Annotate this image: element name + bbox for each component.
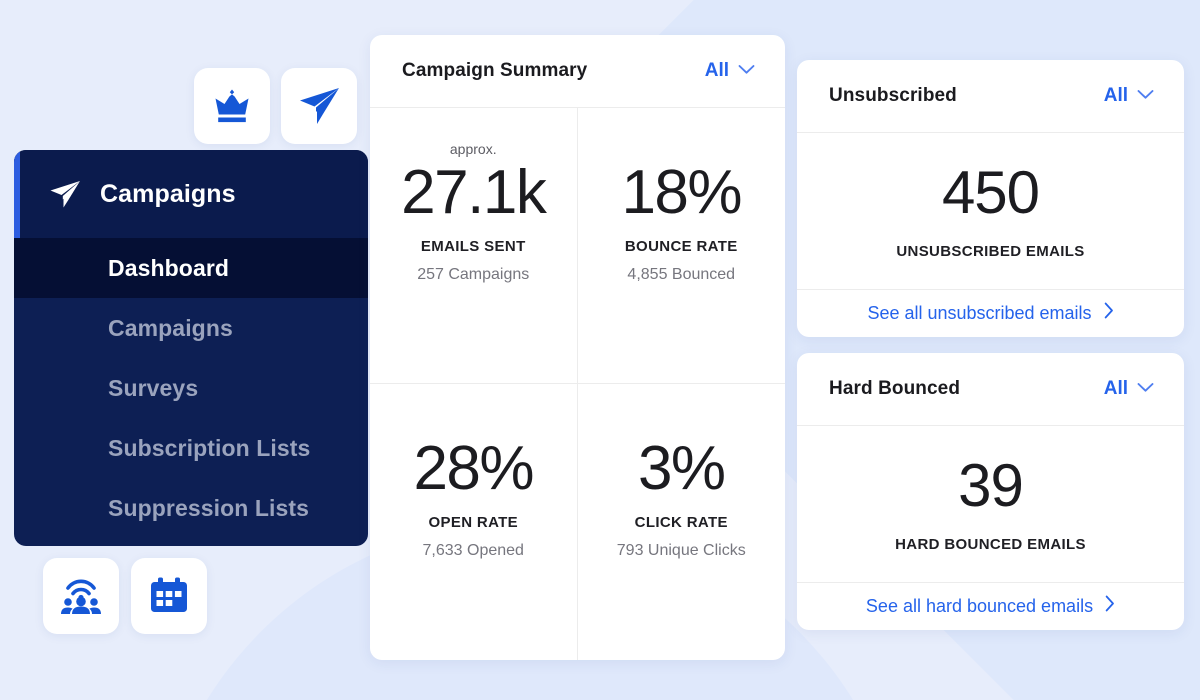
- metric-value: 27.1k: [401, 158, 547, 227]
- campaign-summary-filter-dropdown[interactable]: All: [705, 60, 755, 82]
- unsubscribed-label: UNSUBSCRIBED EMAILS: [896, 242, 1085, 260]
- hard-bounced-filter-dropdown[interactable]: All: [1104, 378, 1154, 400]
- see-all-hard-bounced-emails-link[interactable]: See all hard bounced emails: [797, 583, 1184, 629]
- campaign-summary-header: Campaign Summary All: [370, 35, 785, 108]
- sidebar-item-dashboard[interactable]: Dashboard: [14, 238, 368, 298]
- sidebar-item-label: Subscription Lists: [108, 434, 311, 461]
- metric-approx-label: approx.: [449, 141, 497, 157]
- metric-label: CLICK RATE: [634, 514, 728, 532]
- metric-value: 28%: [413, 434, 534, 503]
- card-title: Unsubscribed: [829, 85, 957, 106]
- hard-bounced-value: 39: [958, 451, 1024, 519]
- card-title: Hard Bounced: [829, 378, 961, 399]
- metric-label: EMAILS SENT: [420, 238, 526, 256]
- metric-open-rate: 28% OPEN RATE 7,633 Opened: [370, 384, 578, 660]
- metric-emails-sent: approx. 27.1k EMAILS SENT 257 Campaigns: [370, 108, 578, 384]
- filter-label: All: [704, 60, 729, 81]
- sidebar-item-suppression-lists[interactable]: Suppression Lists: [14, 478, 368, 538]
- calendar-tile[interactable]: [131, 558, 207, 634]
- link-label: See all unsubscribed emails: [867, 302, 1092, 323]
- sidebar-item-label: Campaigns: [108, 314, 233, 341]
- sidebar-item-label: Dashboard: [108, 254, 230, 281]
- hard-bounced-header: Hard Bounced All: [797, 353, 1184, 426]
- chevron-right-icon: [1105, 595, 1115, 617]
- metric-value: 18%: [621, 158, 742, 227]
- crown-icon: [211, 87, 253, 125]
- metric-label: OPEN RATE: [428, 514, 519, 532]
- calendar-icon: [148, 576, 190, 616]
- filter-label: All: [1103, 378, 1128, 399]
- metric-sublabel: 257 Campaigns: [417, 266, 530, 284]
- metric-label: BOUNCE RATE: [624, 238, 738, 256]
- sidebar-header-label: Campaigns: [100, 179, 236, 208]
- see-all-unsubscribed-emails-link[interactable]: See all unsubscribed emails: [797, 290, 1184, 336]
- campaign-summary-metrics: approx. 27.1k EMAILS SENT 257 Campaigns …: [370, 108, 785, 660]
- sidebar-item-campaigns-header[interactable]: Campaigns: [14, 150, 368, 238]
- metric-sublabel: 4,855 Bounced: [627, 266, 736, 284]
- hard-bounced-label: HARD BOUNCED EMAILS: [895, 535, 1086, 553]
- sidebar-item-label: Surveys: [108, 374, 199, 401]
- campaign-summary-card: Campaign Summary All approx. 27.1k EMAIL…: [370, 35, 785, 660]
- metric-sublabel: 7,633 Opened: [422, 542, 524, 560]
- metric-value: 3%: [637, 434, 726, 503]
- unsubscribed-card: Unsubscribed All 450 UNSUBSCRIBED EMAILS…: [797, 60, 1184, 337]
- unsubscribed-value: 450: [941, 158, 1040, 226]
- filter-label: All: [1103, 85, 1128, 106]
- chevron-down-icon: [1137, 87, 1154, 105]
- audience-broadcast-icon: [59, 576, 103, 616]
- page-title: Campaign Summary: [402, 60, 588, 81]
- link-label: See all hard bounced emails: [865, 595, 1094, 616]
- sidebar: Campaigns Dashboard Campaigns Surveys Su…: [14, 150, 368, 546]
- unsubscribed-header: Unsubscribed All: [797, 60, 1184, 133]
- unsubscribed-filter-dropdown[interactable]: All: [1104, 85, 1154, 107]
- paper-plane-icon: [297, 86, 341, 126]
- audience-tile[interactable]: [43, 558, 119, 634]
- hard-bounced-card: Hard Bounced All 39 HARD BOUNCED EMAILS …: [797, 353, 1184, 630]
- chevron-right-icon: [1104, 302, 1114, 324]
- metric-bounce-rate: 18% BOUNCE RATE 4,855 Bounced: [577, 108, 785, 384]
- chevron-down-icon: [738, 62, 755, 80]
- paper-plane-tile[interactable]: [281, 68, 357, 144]
- paper-plane-icon: [48, 177, 82, 211]
- metric-click-rate: 3% CLICK RATE 793 Unique Clicks: [578, 384, 786, 660]
- unsubscribed-body: 450 UNSUBSCRIBED EMAILS: [797, 133, 1184, 290]
- sidebar-item-campaigns[interactable]: Campaigns: [14, 298, 368, 358]
- sidebar-item-subscription-lists[interactable]: Subscription Lists: [14, 418, 368, 478]
- metric-sublabel: 793 Unique Clicks: [616, 542, 746, 560]
- crown-tile[interactable]: [194, 68, 270, 144]
- sidebar-item-surveys[interactable]: Surveys: [14, 358, 368, 418]
- hard-bounced-body: 39 HARD BOUNCED EMAILS: [797, 426, 1184, 583]
- chevron-down-icon: [1137, 380, 1154, 398]
- sidebar-item-label: Suppression Lists: [108, 494, 310, 521]
